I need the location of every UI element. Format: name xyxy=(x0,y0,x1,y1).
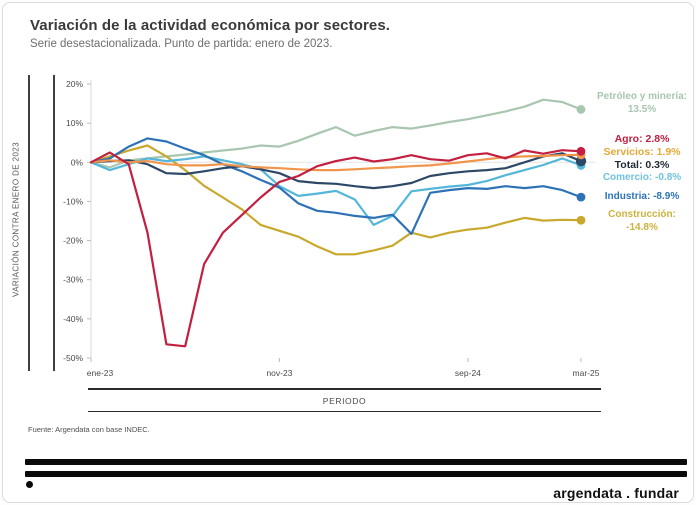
x-tick-label: nov-23 xyxy=(266,368,292,378)
y-tick-label: -50% xyxy=(63,353,83,363)
x-tick-label: mar-25 xyxy=(573,368,600,378)
y-axis-decorative-bar-inner xyxy=(53,75,55,371)
series-line-agro xyxy=(89,149,583,348)
series-end-dot-construccion xyxy=(576,215,586,225)
footer-bar-top xyxy=(25,459,687,465)
y-tick-label: 0% xyxy=(71,157,84,167)
x-tick-label: sep-24 xyxy=(455,368,481,378)
x-axis-block: PERIODO xyxy=(88,388,601,412)
series-end-dot-agro xyxy=(576,146,586,156)
series-line-petroleo xyxy=(89,98,583,169)
page-subtitle: Serie desestacionalizada. Punto de parti… xyxy=(30,38,333,50)
series-line-total xyxy=(89,152,583,190)
y-tick-label: 10% xyxy=(66,118,83,128)
series-end-dot-industria xyxy=(576,192,586,202)
y-tick-label: -40% xyxy=(63,314,83,324)
brand-logo: argendata . fundar xyxy=(553,485,679,501)
y-axis-decorative-bar-outer xyxy=(28,75,30,371)
series-line-servicios xyxy=(89,153,583,172)
y-tick-label: 20% xyxy=(66,79,83,89)
series-end-dot-total xyxy=(575,155,587,167)
footer-bar-bottom xyxy=(25,471,687,477)
series-line-comercio xyxy=(89,155,583,226)
x-axis-rule-top xyxy=(88,388,601,390)
x-axis-rule-bottom xyxy=(88,410,601,412)
series-end-dot-petroleo xyxy=(576,105,586,114)
y-tick-label: -10% xyxy=(63,196,83,206)
x-tick-label: ene-23 xyxy=(87,368,114,378)
series-line-industria xyxy=(89,137,583,235)
source-note: Fuente: Argendata con base INDEC. xyxy=(28,425,150,434)
line-chart: 20% 10% 0% -10% -20% -30% -40% -50% ene-23 nov-23… xyxy=(63,79,600,378)
y-tick-label: -30% xyxy=(63,275,83,285)
footer-dot xyxy=(26,481,33,488)
y-tick-label: -20% xyxy=(63,236,83,246)
page-title: Variación de la actividad económica por … xyxy=(30,17,391,34)
x-axis-title: PERIODO xyxy=(322,395,367,406)
